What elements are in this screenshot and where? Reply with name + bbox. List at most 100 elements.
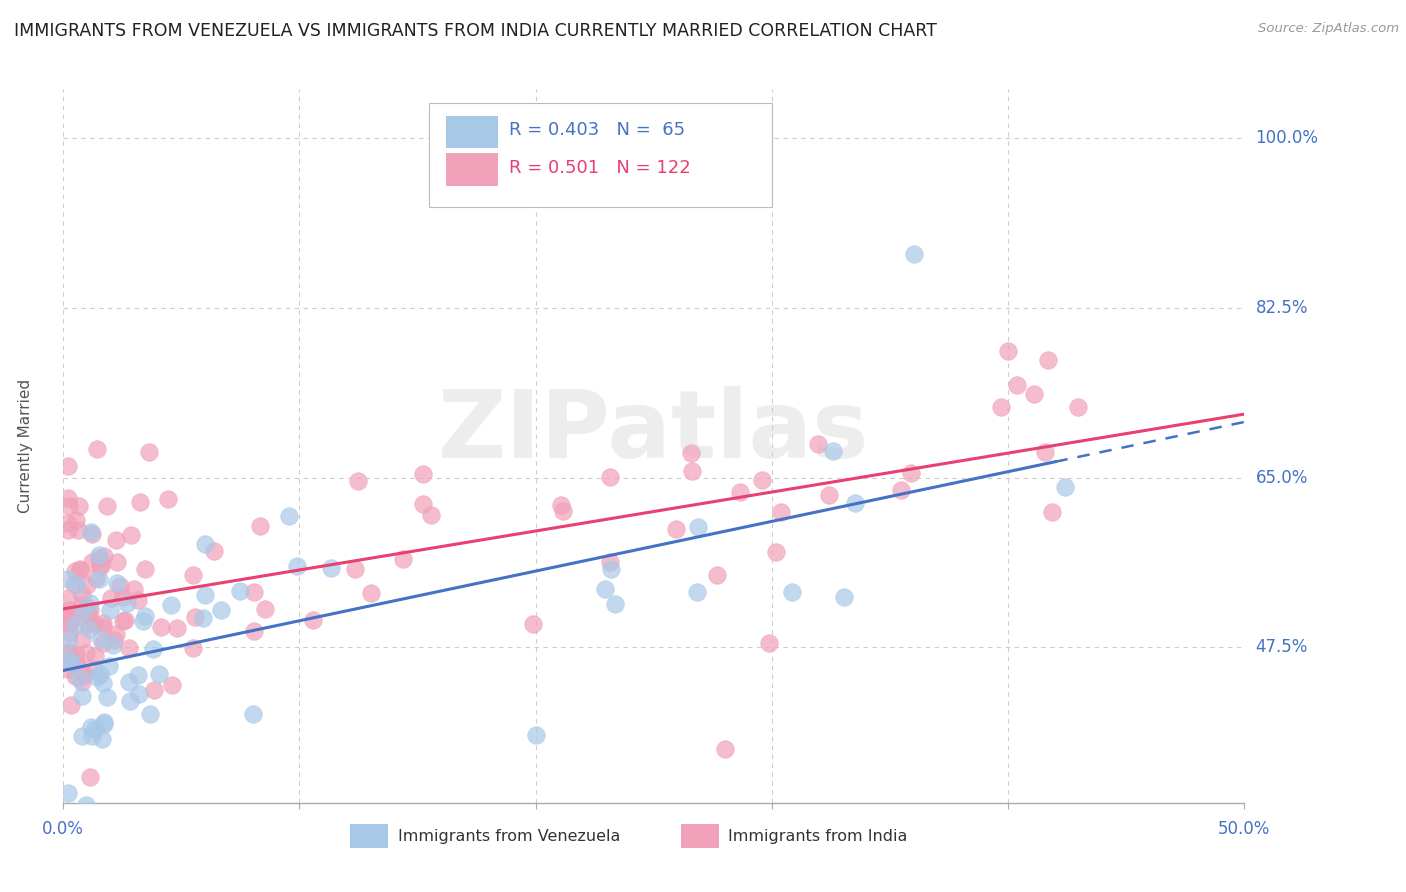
Point xyxy=(302,613,325,627)
Point xyxy=(65,647,87,661)
Point xyxy=(70,597,93,611)
Point xyxy=(166,621,188,635)
Point xyxy=(67,499,90,513)
Point xyxy=(769,505,792,519)
Point xyxy=(90,731,112,746)
Point xyxy=(524,728,547,742)
Point xyxy=(69,563,91,577)
Point xyxy=(150,620,173,634)
Point xyxy=(56,458,79,473)
Point xyxy=(360,585,382,599)
Point xyxy=(134,608,156,623)
Point xyxy=(191,611,214,625)
Point xyxy=(599,555,621,569)
Point xyxy=(412,467,434,481)
Point xyxy=(593,582,616,597)
Point xyxy=(1007,378,1029,392)
FancyBboxPatch shape xyxy=(681,824,718,848)
Point xyxy=(706,568,728,582)
Point xyxy=(80,729,103,743)
Point xyxy=(128,495,150,509)
Point xyxy=(903,247,925,261)
Point xyxy=(63,565,86,579)
Point xyxy=(148,667,170,681)
Point xyxy=(100,591,122,605)
Point xyxy=(56,662,79,676)
Point xyxy=(60,657,83,671)
FancyBboxPatch shape xyxy=(446,116,498,148)
Point xyxy=(686,584,709,599)
Point xyxy=(70,674,93,689)
Point xyxy=(56,610,79,624)
Point xyxy=(65,655,87,669)
Point xyxy=(138,445,160,459)
Point xyxy=(89,551,111,566)
Point xyxy=(160,678,183,692)
Point xyxy=(56,523,79,537)
Point xyxy=(253,602,276,616)
Text: ZIPatlas: ZIPatlas xyxy=(439,385,869,478)
Point xyxy=(67,523,90,537)
Point xyxy=(72,690,94,704)
Text: 65.0%: 65.0% xyxy=(1256,468,1308,486)
Point xyxy=(134,562,156,576)
Point xyxy=(93,620,115,634)
Point xyxy=(67,672,90,686)
Point xyxy=(62,577,84,591)
Point xyxy=(70,588,93,602)
Point xyxy=(60,613,83,627)
Point xyxy=(681,464,703,478)
Point xyxy=(58,499,80,513)
Point xyxy=(83,616,105,631)
Point xyxy=(93,549,115,563)
Point xyxy=(91,615,114,630)
Point xyxy=(522,617,544,632)
Point xyxy=(56,633,79,648)
Point xyxy=(132,614,155,628)
Point xyxy=(93,714,115,729)
Point xyxy=(603,597,626,611)
Point xyxy=(70,632,93,647)
Point xyxy=(807,437,830,451)
Point xyxy=(58,625,80,640)
Point xyxy=(91,676,114,690)
Text: IMMIGRANTS FROM VENEZUELA VS IMMIGRANTS FROM INDIA CURRENTLY MARRIED CORRELATION: IMMIGRANTS FROM VENEZUELA VS IMMIGRANTS … xyxy=(14,22,936,40)
Point xyxy=(89,558,111,572)
Point xyxy=(105,627,128,641)
Text: Currently Married: Currently Married xyxy=(18,379,32,513)
Point xyxy=(419,508,441,522)
FancyBboxPatch shape xyxy=(350,824,388,848)
Text: Immigrants from Venezuela: Immigrants from Venezuela xyxy=(398,829,620,844)
Point xyxy=(821,444,844,458)
Point xyxy=(391,552,413,566)
Point xyxy=(194,537,217,551)
Point xyxy=(780,585,803,599)
Point xyxy=(70,729,93,743)
Point xyxy=(73,668,96,682)
Text: 47.5%: 47.5% xyxy=(1256,639,1308,657)
Text: 50.0%: 50.0% xyxy=(1218,821,1271,838)
Point xyxy=(319,560,342,574)
Point xyxy=(97,659,120,673)
Point xyxy=(713,742,735,756)
Text: R = 0.403   N =  65: R = 0.403 N = 65 xyxy=(509,121,685,139)
Point xyxy=(104,533,127,548)
Point xyxy=(80,556,103,570)
Point xyxy=(96,500,118,514)
Point xyxy=(122,582,145,596)
Point xyxy=(142,642,165,657)
Point xyxy=(242,706,264,721)
Point xyxy=(277,509,299,524)
Point xyxy=(1033,445,1056,459)
Point xyxy=(202,544,225,558)
Point xyxy=(751,473,773,487)
Point xyxy=(80,524,103,539)
Point xyxy=(890,483,912,497)
Point xyxy=(84,571,107,585)
Point xyxy=(56,491,79,505)
Point xyxy=(89,632,111,646)
Point xyxy=(96,690,118,704)
Point xyxy=(83,662,105,676)
Point xyxy=(159,598,181,612)
Point xyxy=(59,698,82,713)
